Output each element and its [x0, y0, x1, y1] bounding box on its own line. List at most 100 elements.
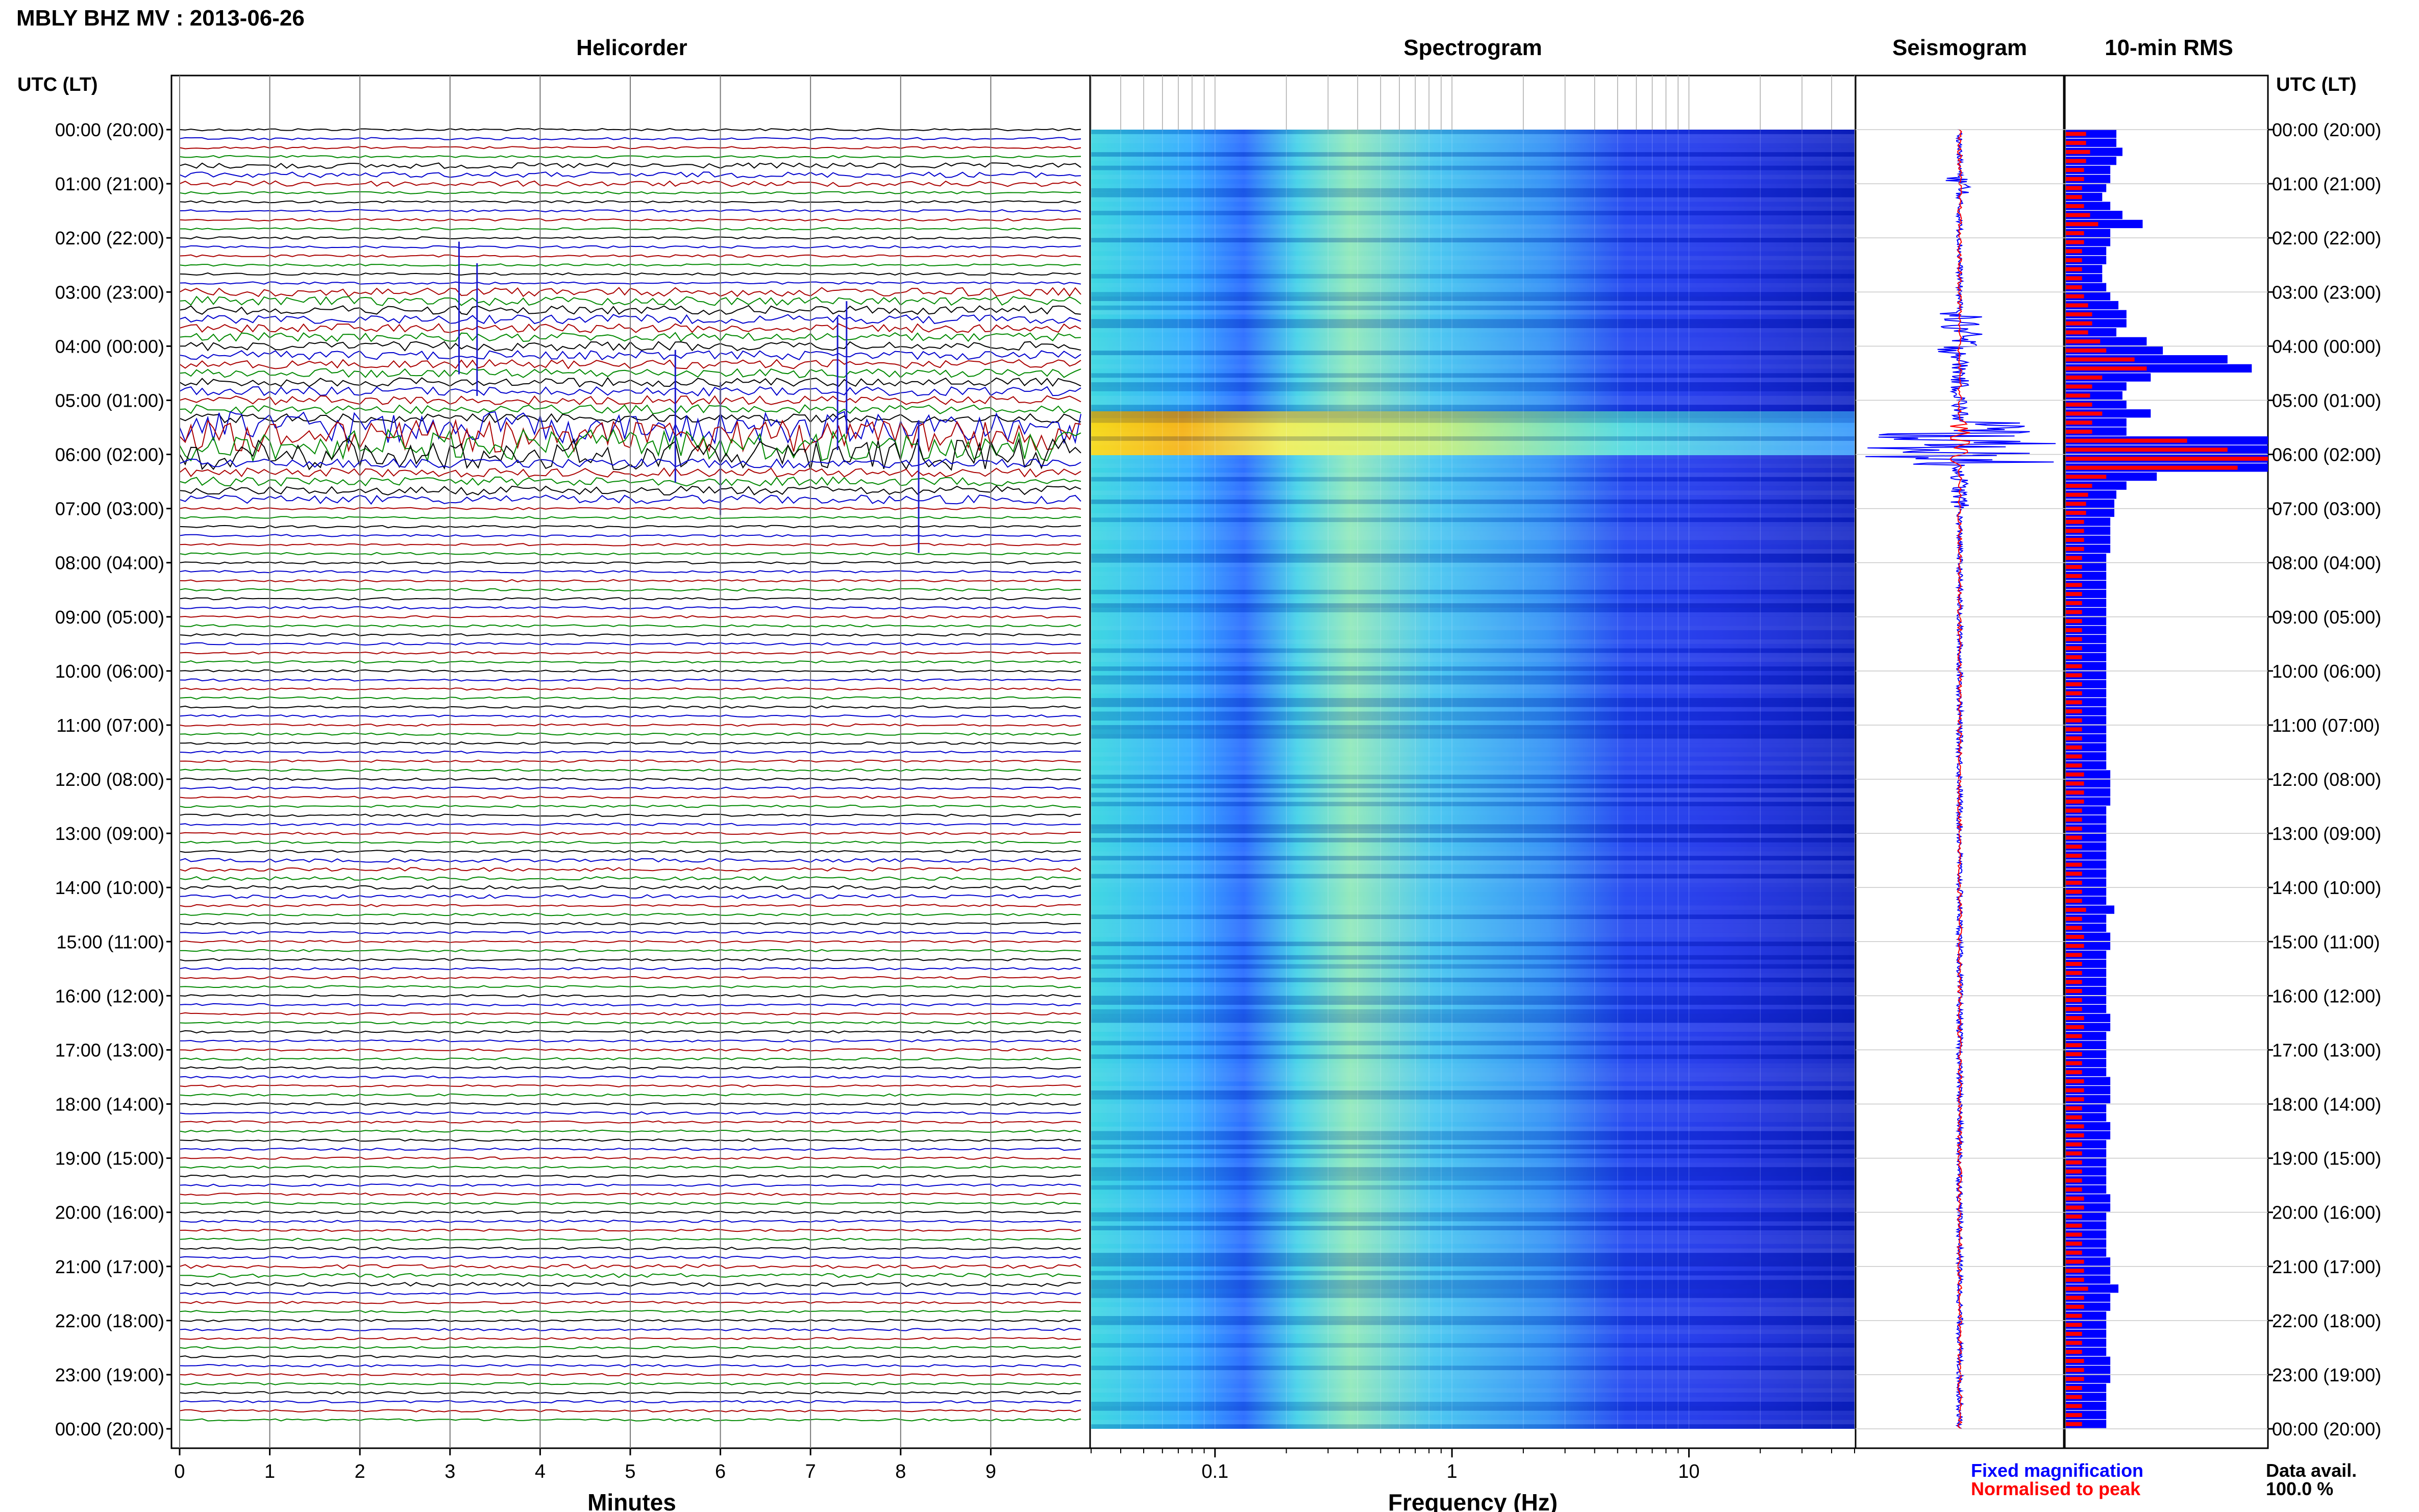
rms-bar-normalised [2066, 592, 2082, 597]
time-label-left: 18:00 (14:00) [55, 1094, 164, 1115]
rms-bar-normalised [2066, 1242, 2082, 1246]
spectrogram-row [1091, 1176, 1855, 1181]
spectrogram-row [1091, 1086, 1855, 1090]
spectrogram-row [1091, 324, 1855, 328]
time-axis: 00:00 (20:00) 00:00 (20:00) 01:00 (21:00) 0… [55, 119, 2381, 1440]
time-label-right: 19:00 (15:00) [2272, 1148, 2381, 1169]
rms-bar-normalised [2066, 574, 2082, 578]
spectrogram-row [1091, 576, 1855, 581]
spectrogram-row [1091, 188, 1855, 193]
rms-bar-normalised [2066, 240, 2084, 244]
spectrogram-row [1091, 486, 1855, 491]
rms-bar-normalised [2066, 492, 2088, 497]
rms-bar-normalised [2066, 1377, 2084, 1381]
rms-bar-normalised [2066, 1259, 2084, 1264]
spectrogram-row [1091, 549, 1855, 554]
spectrogram-row [1091, 991, 1855, 996]
rms-bar-normalised [2066, 529, 2084, 533]
rms-bar-normalised [2066, 1386, 2082, 1390]
rms-bar-normalised [2066, 808, 2082, 813]
spectrogram-row [1091, 1320, 1855, 1325]
rms-bar-normalised [2066, 511, 2086, 515]
minute-tick-label: 5 [625, 1461, 635, 1482]
spectrogram-row [1091, 567, 1855, 572]
rms-bar-normalised [2066, 150, 2090, 154]
rms-bar-normalised [2066, 1214, 2082, 1219]
spectrogram-row [1091, 1402, 1855, 1406]
rms-bar-normalised [2066, 971, 2082, 975]
spectrogram-row [1091, 504, 1855, 509]
rms-bar-normalised [2066, 1052, 2082, 1056]
rms-bar-normalised [2066, 1160, 2082, 1164]
time-label-left: 15:00 (11:00) [57, 931, 164, 952]
rms-bar-normalised [2066, 1359, 2084, 1363]
spectrogram-row [1091, 359, 1855, 364]
spectrogram-row [1091, 698, 1855, 703]
spectrogram-row [1091, 427, 1855, 432]
rms-bar-normalised [2066, 673, 2082, 678]
spectrogram-row [1091, 1244, 1855, 1249]
time-label-left: 09:00 (05:00) [55, 607, 164, 628]
spectrogram-title: Spectrogram [1403, 35, 1542, 60]
spectrogram-row [1091, 1180, 1855, 1185]
time-label-left: 12:00 (08:00) [55, 769, 164, 790]
spectrogram-row [1091, 946, 1855, 951]
spectrogram-row [1091, 1081, 1855, 1086]
spectrogram-row [1091, 616, 1855, 622]
rms-bar-normalised [2066, 1142, 2082, 1147]
rms-bar-normalised [2066, 745, 2082, 750]
spectrogram-row [1091, 409, 1855, 414]
data-availability-value: 100.0 % [2266, 1478, 2333, 1499]
spectrogram-row [1091, 969, 1855, 974]
time-label-right: 18:00 (14:00) [2272, 1094, 2381, 1115]
rms-bar-normalised [2066, 547, 2084, 551]
time-label-right: 10:00 (06:00) [2272, 661, 2381, 682]
spectrogram-row [1091, 175, 1855, 180]
time-label-left: 00:00 (20:00) [55, 1419, 164, 1440]
spectrogram-row [1091, 405, 1855, 410]
rms-bar-normalised [2066, 872, 2082, 876]
spectrogram-row [1091, 842, 1855, 847]
spectrogram-row [1091, 1415, 1855, 1420]
spectrogram-row [1091, 1339, 1855, 1343]
rms-bar-normalised [2066, 1043, 2082, 1048]
spectrogram-row [1091, 206, 1855, 211]
spectrogram-row [1091, 824, 1855, 829]
spectrogram-row [1091, 495, 1855, 500]
spectrogram-row [1091, 1131, 1855, 1136]
spectrogram-row [1091, 599, 1855, 604]
spectrogram-row [1091, 1284, 1855, 1289]
time-label-left: 11:00 (07:00) [57, 715, 164, 736]
spectrogram-row [1091, 1221, 1855, 1226]
rms-bar-normalised [2066, 484, 2092, 488]
spectrogram-row [1091, 1099, 1855, 1104]
spectrogram-row [1091, 138, 1855, 143]
spectrogram-row [1091, 202, 1855, 207]
rms-bar-normalised [2066, 916, 2082, 921]
rms-bar-normalised [2066, 402, 2092, 407]
rms-bar-normalised [2066, 231, 2084, 235]
spectrogram-row [1091, 878, 1855, 883]
spectrogram-row [1091, 635, 1855, 639]
spectrogram-row [1091, 265, 1855, 269]
rms-bar-normalised [2066, 1395, 2082, 1399]
minute-tick-label: 2 [355, 1461, 365, 1482]
rms-bar-normalised [2066, 682, 2082, 686]
time-label-right: 00:00 (20:00) [2272, 119, 2381, 140]
spectrogram-row [1091, 748, 1855, 752]
spectrogram-row [1091, 716, 1855, 721]
spectrogram-row [1091, 914, 1855, 919]
spectrogram-row [1091, 147, 1855, 153]
rms-bar-normalised [2066, 303, 2088, 308]
spectrogram-row [1091, 1040, 1855, 1046]
spectrogram-row [1091, 364, 1855, 369]
spectrogram-row [1091, 1361, 1855, 1366]
spectrogram-row [1091, 1420, 1855, 1425]
spectrogram-row [1091, 1329, 1855, 1334]
spectrogram-row [1091, 130, 1855, 134]
rms-bar-normalised [2066, 1296, 2084, 1300]
rms-bar-normalised [2066, 285, 2082, 289]
rms-bar-normalised [2066, 177, 2084, 181]
rms-bar-normalised [2066, 700, 2082, 705]
spectrogram-row [1091, 585, 1855, 590]
